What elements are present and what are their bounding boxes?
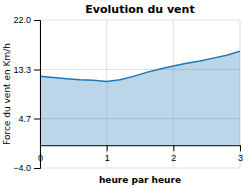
tick-mark <box>40 145 41 151</box>
tick-mark <box>34 118 40 119</box>
tick-label: 0 <box>38 153 43 163</box>
tick-mark <box>173 145 174 151</box>
y-axis-title: Force du vent en Km/h <box>2 43 12 145</box>
y-axis: −4.0 4.7 13.3 22.0 <box>13 15 40 173</box>
grid-line <box>40 20 240 21</box>
tick-label: 22.0 <box>13 15 31 25</box>
tick-mark <box>240 145 241 151</box>
marks <box>40 51 240 145</box>
chart: −4.0 4.7 13.3 22.0 0 1 2 3 Evolution du vent heur… <box>0 0 250 188</box>
tick: 1 <box>105 145 110 162</box>
tick: −4.0 <box>13 163 40 173</box>
line <box>40 51 240 81</box>
area <box>40 51 240 145</box>
tick-mark <box>34 70 40 71</box>
tick-label: 1 <box>105 153 110 163</box>
tick-label: −4.0 <box>13 163 31 173</box>
x-axis-title: heure par heure <box>99 175 181 185</box>
tick-label: 4.7 <box>18 114 31 124</box>
tick-mark <box>107 145 108 151</box>
tick-label: 3 <box>238 153 243 163</box>
tick: 3 <box>238 145 243 162</box>
title: Evolution du vent <box>85 3 194 16</box>
grid-line <box>40 168 240 169</box>
plot: −4.0 4.7 13.3 22.0 0 1 2 3 <box>13 15 243 173</box>
tick: 4.7 <box>18 114 40 124</box>
axis-line <box>41 146 241 152</box>
tick: 2 <box>171 145 176 162</box>
tick-mark <box>34 168 40 169</box>
tick: 22.0 <box>13 15 40 25</box>
axis-line <box>34 21 41 169</box>
tick: 0 <box>38 145 43 162</box>
x-axis: 0 1 2 3 <box>38 145 243 162</box>
tick-label: 13.3 <box>13 65 31 75</box>
grid <box>40 20 240 168</box>
tick-label: 2 <box>171 153 176 163</box>
tick: 13.3 <box>13 65 40 75</box>
tick-mark <box>34 20 40 21</box>
